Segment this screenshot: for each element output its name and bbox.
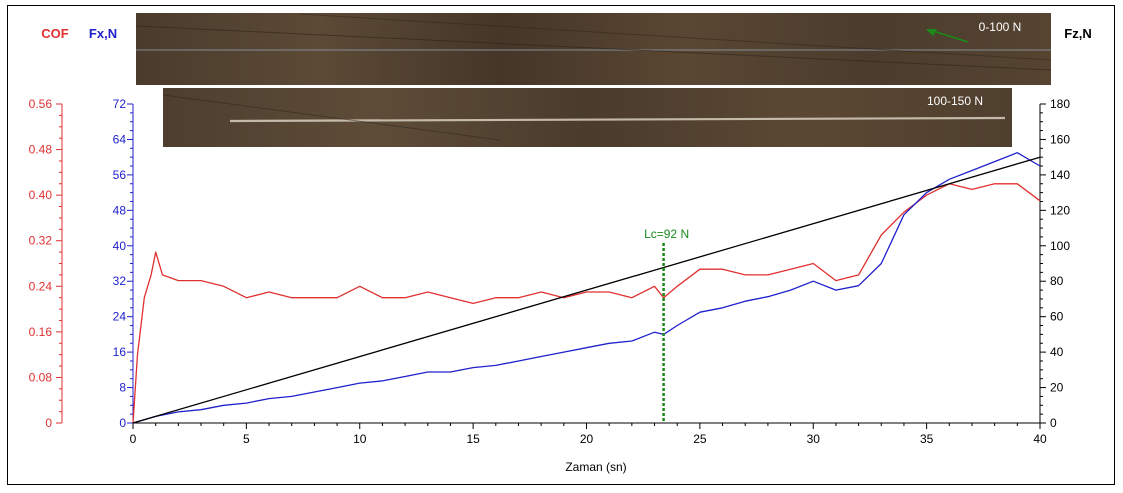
cof-tick-label: 0.40 [29, 188, 53, 202]
x-tick-label: 5 [243, 432, 250, 446]
fx-tick-label: 0 [119, 416, 126, 430]
track-label-0-100: 0-100 N [979, 20, 1022, 34]
fx-tick-label: 64 [113, 132, 127, 146]
x-axis-label: Zaman (sn) [565, 460, 626, 474]
fz-tick-label: 120 [1050, 203, 1070, 217]
fz-tick-label: 80 [1050, 274, 1064, 288]
fx-tick-label: 56 [113, 168, 127, 182]
cof-axis-title: COF [41, 26, 69, 41]
fz-tick-label: 140 [1050, 168, 1070, 182]
x-tick-label: 20 [580, 432, 594, 446]
series-layer [132, 152, 1041, 424]
x-tick-label: 0 [130, 432, 137, 446]
fx-tick-label: 8 [119, 381, 126, 395]
x-tick-label: 35 [920, 432, 934, 446]
fx-series-line [132, 152, 1041, 424]
annotation-layer: Lc=92 N [644, 227, 689, 423]
fz-tick-label: 160 [1050, 132, 1070, 146]
x-tick-label: 25 [693, 432, 707, 446]
x-tick-label: 40 [1033, 432, 1047, 446]
x-tick-label: 30 [807, 432, 821, 446]
cof-tick-label: 0.08 [29, 370, 53, 384]
fz-tick-label: 0 [1050, 416, 1057, 430]
fz-axis-title: Fz,N [1064, 26, 1091, 41]
cof-series-line [132, 183, 1041, 424]
fz-tick-label: 60 [1050, 310, 1064, 324]
fx-axis-title: Fx,N [89, 26, 117, 41]
fx-tick-label: 48 [113, 203, 127, 217]
fx-tick-label: 24 [113, 310, 127, 324]
fx-tick-label: 40 [113, 239, 127, 253]
axes-group: 0 0.08 0.16 0.24 0.32 0.40 0.48 0.56 0 8 16 24 32 40 4… [29, 97, 1071, 446]
scratch-track-image-2 [162, 88, 1012, 147]
fz-tick-label: 20 [1050, 381, 1064, 395]
lc-arrow [929, 29, 969, 43]
fx-tick-label: 72 [113, 97, 127, 111]
lc-arrow-head [926, 29, 937, 36]
fx-tick-label: 16 [113, 345, 127, 359]
fz-tick-label: 180 [1050, 97, 1070, 111]
cof-tick-label: 0.16 [29, 325, 53, 339]
x-tick-label: 15 [466, 432, 480, 446]
fz-tick-label: 40 [1050, 345, 1064, 359]
cof-tick-label: 0.48 [29, 143, 53, 157]
track-label-100-150: 100-150 N [927, 94, 983, 108]
fz-series-line [132, 156, 1041, 424]
fz-tick-label: 100 [1050, 239, 1070, 253]
lc-marker-label: Lc=92 N [644, 227, 689, 241]
x-tick-label: 10 [353, 432, 367, 446]
fx-tick-label: 32 [113, 274, 127, 288]
cof-tick-label: 0.32 [29, 234, 53, 248]
cof-tick-label: 0.24 [29, 279, 53, 293]
cof-tick-label: 0 [45, 416, 52, 430]
cof-tick-label: 0.56 [29, 97, 53, 111]
scratch-track-image-1 [135, 13, 1052, 85]
